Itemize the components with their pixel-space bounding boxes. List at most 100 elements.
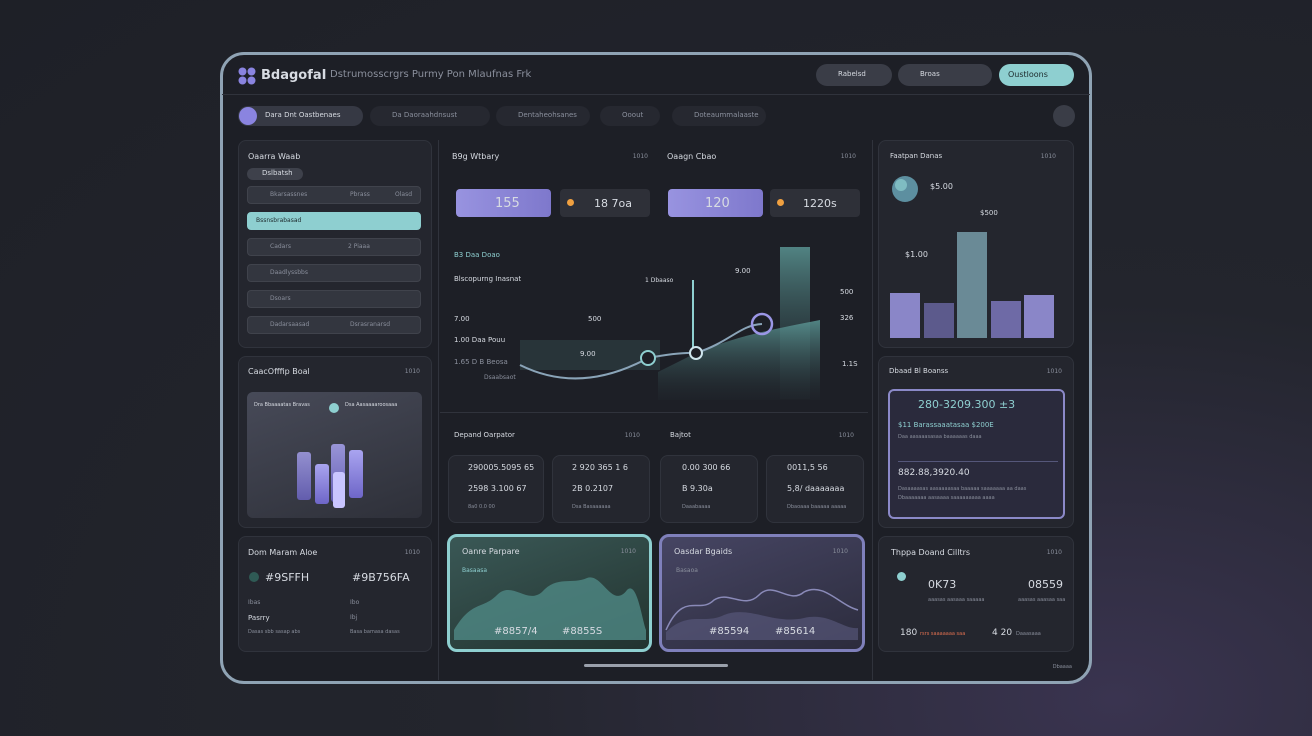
list-row[interactable] <box>247 316 421 334</box>
stat-card[interactable] <box>456 189 551 217</box>
divider <box>440 412 868 413</box>
label: Da Daoraahdnsust <box>392 111 458 119</box>
label: $500 <box>980 209 998 217</box>
label: Dbaoaaa baaaaa aaaaa <box>787 504 847 510</box>
label: Faatpan Danas <box>890 152 943 160</box>
spark-chart <box>665 588 859 640</box>
label: 500 <box>840 288 854 296</box>
tab[interactable] <box>600 106 660 126</box>
label: Ibj <box>350 614 358 621</box>
label: 08559 <box>1028 578 1063 591</box>
label: Dsoars <box>270 295 291 302</box>
label: Dom Maram Aloe <box>248 548 318 557</box>
stat-card[interactable] <box>560 189 650 217</box>
label: Oaagn Cbao <box>667 152 717 161</box>
tab[interactable] <box>496 106 590 126</box>
label: rsrs saaaaaaa saa <box>920 631 966 637</box>
label: 1010 <box>404 368 420 375</box>
label: Dadarsaasad <box>270 321 310 328</box>
button[interactable] <box>816 64 892 86</box>
button[interactable] <box>999 64 1074 86</box>
label: 9.00 <box>580 350 596 358</box>
forecast-chart <box>890 176 1054 338</box>
stat-card[interactable] <box>770 189 860 217</box>
label: Daaabaaaa <box>682 504 711 510</box>
list-row[interactable] <box>247 290 421 308</box>
tab[interactable] <box>672 106 766 126</box>
label: 1010 <box>1046 549 1062 556</box>
label: B3 Daa Doao <box>454 251 500 259</box>
label: 1010 <box>624 432 640 439</box>
label: 1010 <box>1040 153 1056 160</box>
label: Bajtot <box>670 431 691 439</box>
button[interactable] <box>898 64 992 86</box>
label: 280-3209.300 ±3 <box>918 398 1016 411</box>
label: 7.00 <box>454 315 470 323</box>
label: Dsaabsaot <box>484 374 516 381</box>
label: 18 7oa <box>594 197 632 210</box>
label: CaacOfffip Boal <box>248 367 310 376</box>
list-row-active[interactable] <box>247 212 421 230</box>
label: 2598 3.100 67 <box>468 484 527 493</box>
dot <box>567 199 574 206</box>
label: aaasas aaasaa saa <box>1018 597 1066 603</box>
balance-card[interactable] <box>888 389 1065 519</box>
label: Dbaaaa <box>1052 664 1072 670</box>
label: #8857/4 <box>494 626 538 637</box>
label: 882.88,3920.40 <box>898 468 970 478</box>
label: Dstrumosscrgrs Purmy Pon Mlaufnas Frk <box>330 69 532 80</box>
label: Dslbatsh <box>262 169 293 177</box>
label: 1220s <box>803 197 837 210</box>
label: Bkarsassnes <box>270 191 308 198</box>
list-row[interactable] <box>247 264 421 282</box>
label: 2B 0.2107 <box>572 484 614 493</box>
color-panel <box>238 536 432 652</box>
stat-card[interactable] <box>668 189 763 217</box>
label: 2 920 365 1 6 <box>572 463 628 472</box>
label: Dsa Basaaaaaa <box>572 504 611 510</box>
bar-illustration <box>297 403 363 508</box>
dot <box>777 199 784 206</box>
totals-panel <box>878 536 1074 652</box>
label: Cadars <box>270 243 291 250</box>
swatch-dot <box>249 572 259 582</box>
dot <box>897 572 906 581</box>
label: Basaoa <box>676 567 698 574</box>
divider <box>898 461 1058 462</box>
label: B9g Wtbary <box>452 152 500 161</box>
label: Oaarra Waab <box>248 152 301 161</box>
label: $11 Barassaaatasaa $200E <box>898 421 994 429</box>
label: 500 <box>588 315 602 323</box>
label: Oasdar Bgaids <box>674 547 733 556</box>
label: Broas <box>920 70 940 78</box>
label: 1.65 D B Beosa <box>454 358 508 366</box>
label: $1.00 <box>905 250 928 259</box>
label: 0K73 <box>928 578 957 591</box>
label: Ooout <box>622 111 644 119</box>
overview-card <box>448 455 544 523</box>
label: 1010 <box>632 153 648 160</box>
label: Basa bamasa dasas <box>350 629 400 635</box>
chip[interactable] <box>247 168 303 180</box>
label: Dra Bbaaaatas Bravas <box>254 402 310 408</box>
label: Dentaheohsanes <box>518 111 577 119</box>
label: 0011,5 56 <box>787 463 828 472</box>
label: Dbaaaaaaa aasaaaa saaaaaaaaa aaaa <box>898 495 995 501</box>
label: #85614 <box>775 626 816 637</box>
tab[interactable] <box>370 106 490 126</box>
overview-card <box>660 455 758 523</box>
icon-button[interactable] <box>1053 105 1075 127</box>
label: 1010 <box>404 549 420 556</box>
label: Oustloons <box>1008 70 1048 79</box>
list-row[interactable] <box>247 238 421 256</box>
label: 8a0 0.0 00 <box>468 504 495 510</box>
list-row[interactable] <box>247 186 421 204</box>
tab-icon <box>239 107 257 125</box>
label: Basaasa <box>462 567 488 574</box>
tab[interactable] <box>238 106 363 126</box>
label: B 9.30a <box>682 484 713 493</box>
label: 1010 <box>620 548 636 555</box>
label: 1 Dbaaso <box>645 277 674 284</box>
label: Oanre Parpare <box>462 547 520 556</box>
